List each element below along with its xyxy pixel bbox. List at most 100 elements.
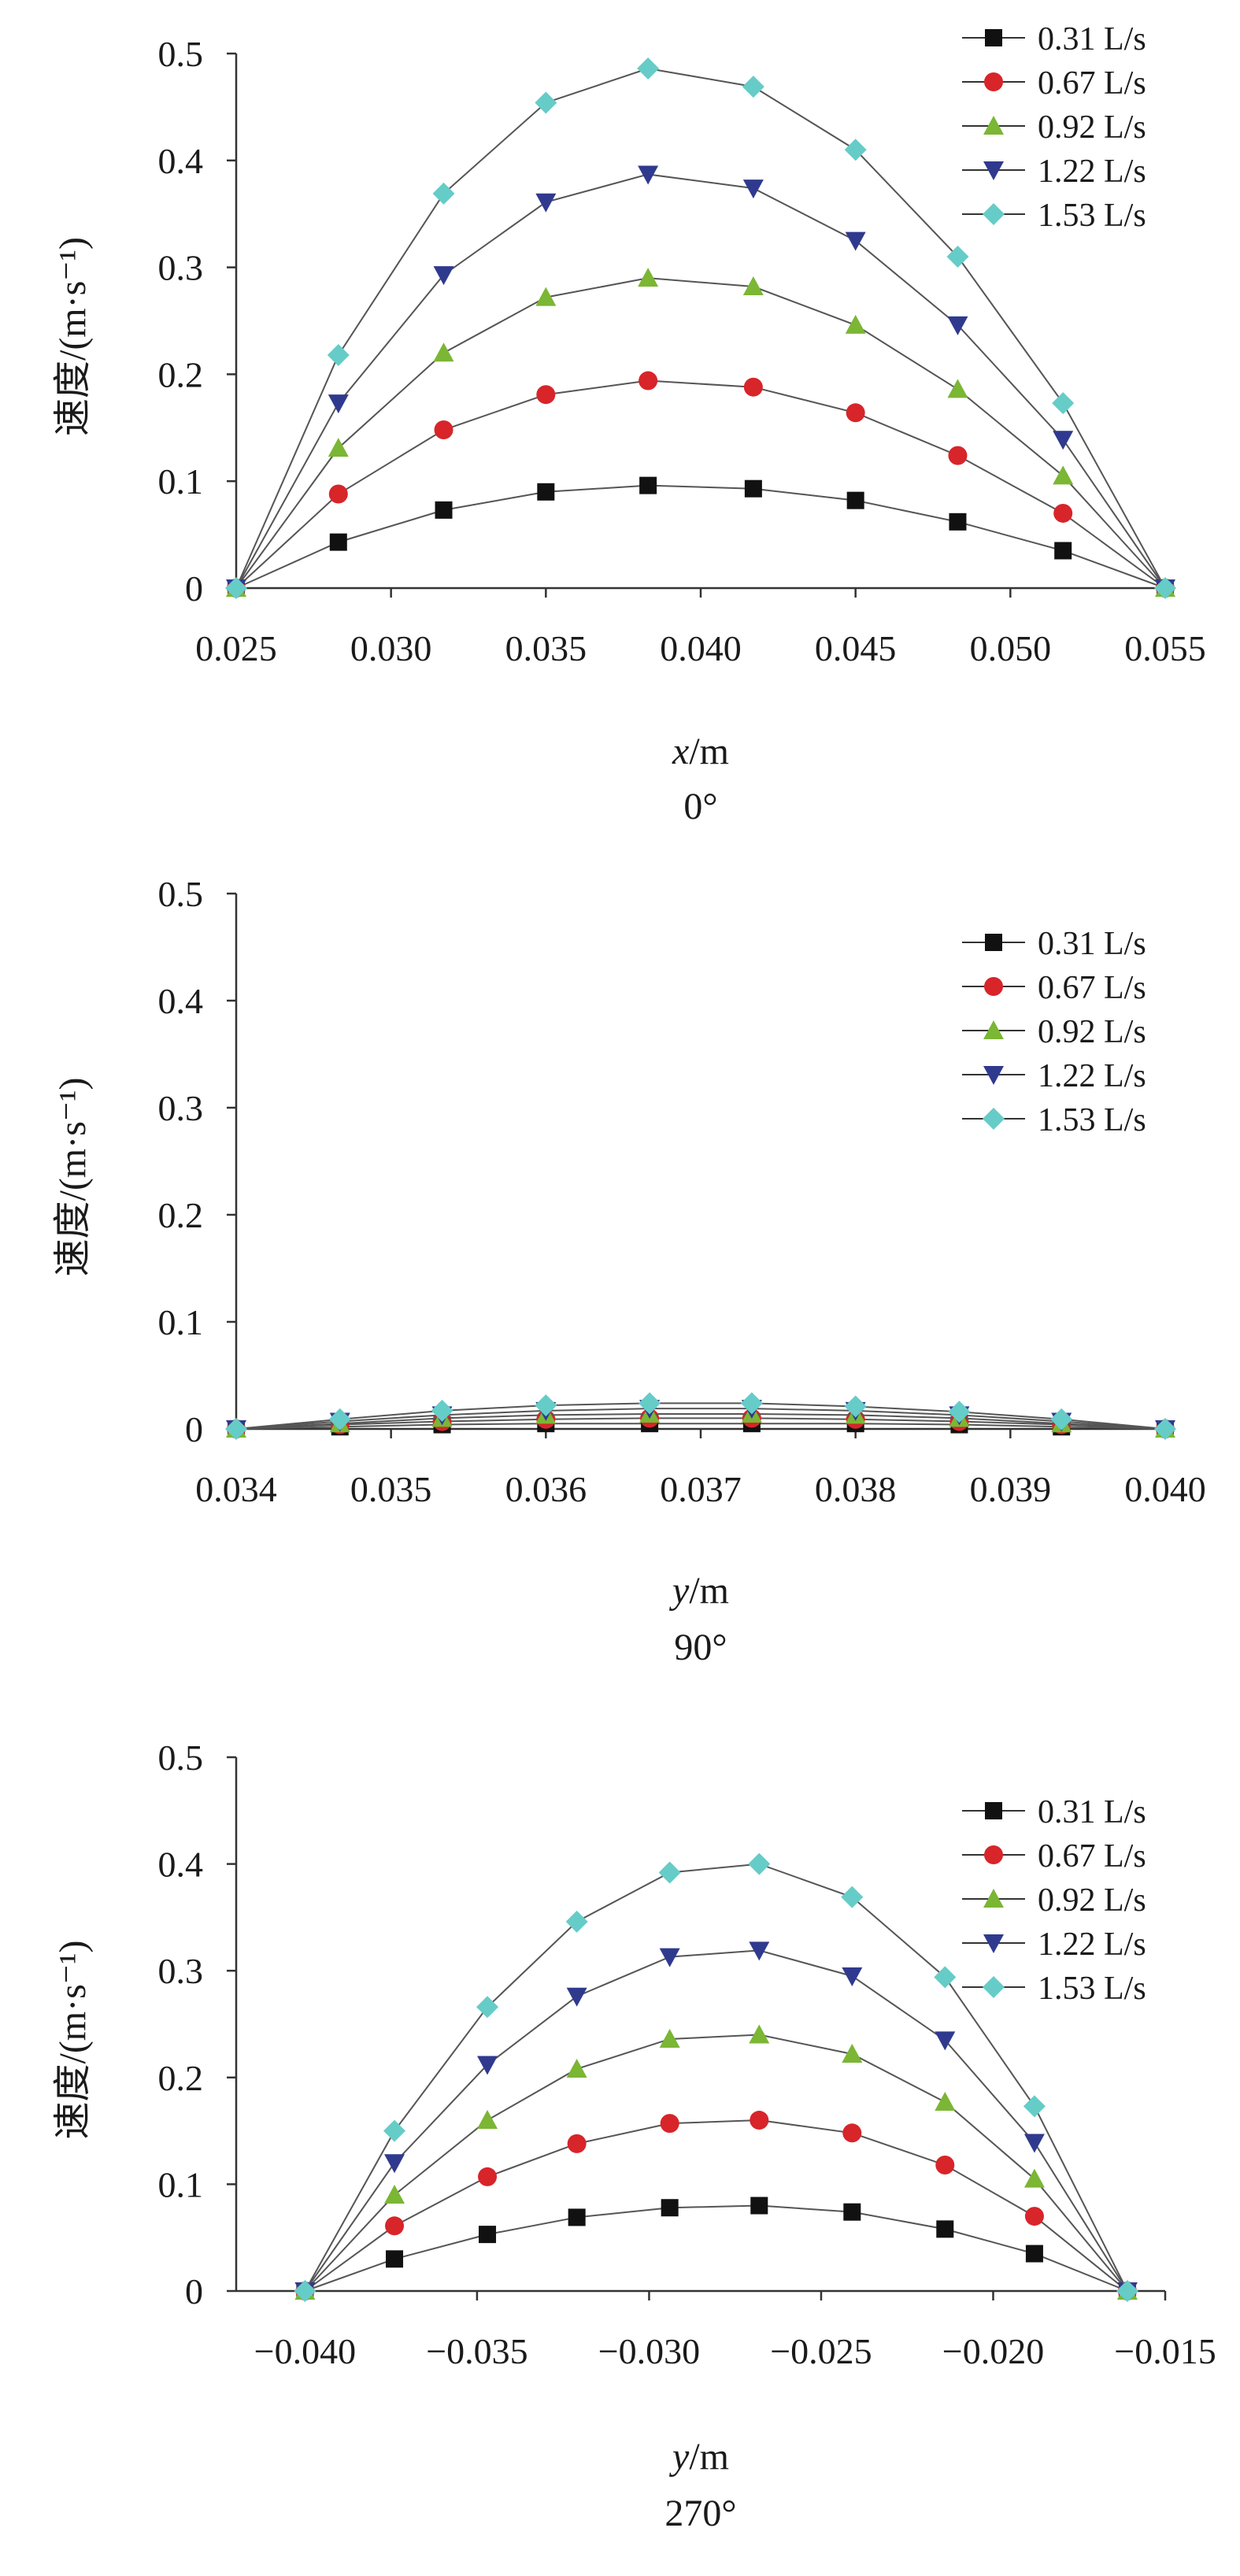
y-tick-label: 0.3 bbox=[158, 1951, 204, 1991]
legend-marker bbox=[983, 1889, 1004, 1908]
data-point bbox=[639, 371, 658, 390]
y-tick-label: 0 bbox=[185, 568, 203, 609]
data-point bbox=[948, 1401, 971, 1423]
data-point bbox=[660, 2114, 679, 2134]
x-tick-label: −0.025 bbox=[770, 2331, 872, 2371]
data-point bbox=[1024, 2207, 1044, 2226]
y-tick-label: 0 bbox=[185, 1409, 203, 1449]
data-point bbox=[742, 76, 764, 98]
y-tick-label: 0.2 bbox=[158, 2058, 204, 2098]
legend-label: 0.92 L/s bbox=[1038, 1882, 1146, 1919]
series-line bbox=[304, 2034, 1128, 2292]
series-0-31-L-s bbox=[228, 476, 1174, 597]
legend-marker bbox=[984, 1845, 1003, 1864]
legend-label: 0.31 L/s bbox=[1038, 926, 1146, 962]
x-axis-title: y/m bbox=[668, 1570, 729, 1612]
data-point bbox=[1053, 465, 1074, 485]
legend-label: 1.53 L/s bbox=[1038, 1102, 1146, 1138]
series-line bbox=[235, 379, 1166, 589]
data-point bbox=[225, 1418, 247, 1440]
data-point bbox=[479, 2226, 497, 2244]
y-tick-label: 0.2 bbox=[158, 354, 204, 394]
legend-label: 0.67 L/s bbox=[1038, 1838, 1146, 1875]
data-point bbox=[1116, 2280, 1138, 2302]
series-line bbox=[235, 484, 1166, 589]
data-point bbox=[537, 483, 555, 501]
legend-label: 0.92 L/s bbox=[1038, 109, 1146, 146]
legend-label: 1.53 L/s bbox=[1038, 1971, 1146, 2007]
panel-caption: 270° bbox=[664, 2493, 736, 2534]
legend-marker bbox=[985, 934, 1002, 951]
x-tick-label: −0.015 bbox=[1114, 2331, 1216, 2371]
series-line bbox=[305, 2204, 1128, 2292]
series-1-53-L-s bbox=[225, 57, 1176, 599]
data-point bbox=[434, 420, 453, 440]
data-point bbox=[841, 1886, 864, 1908]
data-point bbox=[328, 438, 349, 457]
series-line bbox=[304, 1949, 1128, 2292]
data-point bbox=[1050, 1408, 1073, 1430]
series-1-53-L-s bbox=[225, 1392, 1176, 1440]
series-line bbox=[235, 1412, 1166, 1430]
legend-label: 1.53 L/s bbox=[1038, 198, 1146, 234]
series-1-22-L-s bbox=[226, 165, 1175, 598]
data-point bbox=[1023, 2095, 1046, 2118]
legend-label: 0.31 L/s bbox=[1038, 21, 1146, 57]
series-line bbox=[304, 1863, 1128, 2292]
y-tick-label: 0.4 bbox=[158, 141, 204, 181]
legend-marker bbox=[983, 1066, 1004, 1085]
data-point bbox=[949, 513, 967, 531]
series-0-31-L-s bbox=[296, 2197, 1136, 2300]
series-line bbox=[235, 1408, 1166, 1430]
data-point bbox=[638, 268, 659, 287]
series-0-67-L-s bbox=[227, 371, 1175, 598]
legend-marker bbox=[983, 161, 1004, 180]
y-tick-label: 0.1 bbox=[158, 1302, 204, 1342]
legend-label: 1.22 L/s bbox=[1038, 1926, 1146, 1963]
panel-caption: 0° bbox=[683, 786, 717, 827]
legend-label: 1.22 L/s bbox=[1038, 1058, 1146, 1094]
legend-marker bbox=[985, 1802, 1002, 1819]
y-tick-label: 0.5 bbox=[158, 34, 204, 74]
legend-marker bbox=[984, 72, 1003, 91]
data-point bbox=[659, 2028, 680, 2048]
data-point bbox=[384, 2184, 405, 2204]
data-point bbox=[477, 2110, 498, 2130]
legend-label: 0.92 L/s bbox=[1038, 1014, 1146, 1050]
legend-label: 0.31 L/s bbox=[1038, 1794, 1146, 1830]
data-point bbox=[935, 2155, 955, 2174]
data-point bbox=[566, 1987, 587, 2007]
data-point bbox=[749, 2024, 770, 2044]
x-axis-title: y/m bbox=[668, 2436, 729, 2478]
data-point bbox=[433, 266, 454, 286]
data-point bbox=[225, 577, 247, 599]
y-tick-label: 0.1 bbox=[158, 461, 204, 502]
y-tick-label: 0.5 bbox=[158, 874, 204, 914]
series-line bbox=[235, 1423, 1166, 1430]
data-point bbox=[432, 182, 455, 205]
data-point bbox=[1054, 542, 1072, 560]
y-tick-label: 0 bbox=[185, 2271, 203, 2311]
x-tick-label: −0.035 bbox=[426, 2331, 527, 2371]
legend-marker bbox=[983, 116, 1004, 135]
data-point bbox=[844, 1395, 867, 1418]
data-point bbox=[568, 2208, 586, 2226]
data-point bbox=[842, 2123, 862, 2143]
data-point bbox=[1053, 431, 1074, 450]
data-point bbox=[328, 484, 348, 504]
y-tick-label: 0.4 bbox=[158, 981, 204, 1021]
data-point bbox=[433, 342, 454, 362]
data-point bbox=[639, 1392, 661, 1415]
chart-panel-1: 0 0.1 0.2 0.3 0.4 0.5 0.025 0.030 0.035 0.040 0.04… bbox=[52, 21, 1206, 827]
data-point bbox=[477, 2056, 498, 2075]
x-tick-label: 0.035 bbox=[350, 1469, 432, 1509]
data-point bbox=[385, 2216, 405, 2236]
data-point bbox=[935, 2091, 956, 2111]
y-axis-title: 速度/(m·s⁻¹) bbox=[52, 1077, 94, 1276]
legend-marker bbox=[984, 977, 1003, 996]
x-axis-title: x/m bbox=[672, 731, 729, 772]
data-point bbox=[740, 1392, 763, 1415]
data-point bbox=[294, 2280, 316, 2302]
data-point bbox=[659, 1948, 680, 1967]
data-point bbox=[565, 1910, 588, 1933]
